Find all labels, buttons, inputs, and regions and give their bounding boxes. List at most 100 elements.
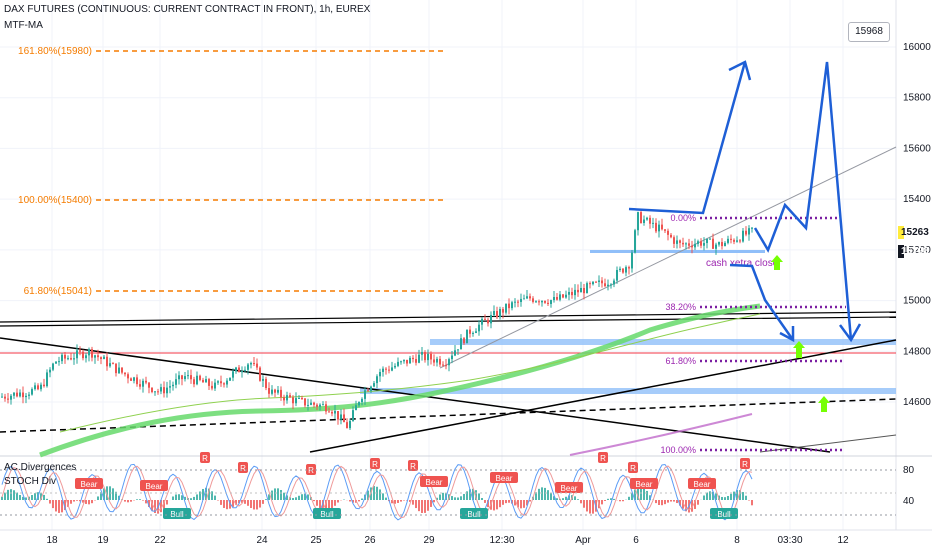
candle-body [196, 375, 198, 385]
osc-bar [394, 500, 396, 504]
osc-bar [385, 497, 387, 500]
candle-body [340, 414, 342, 420]
candle-body [517, 301, 519, 303]
candle-body [604, 283, 606, 287]
osc-bar [274, 488, 276, 500]
candle-body [190, 375, 192, 380]
osc-bar [685, 500, 687, 512]
indicator-label[interactable]: MTF-MA [4, 20, 43, 31]
osc-bar [562, 498, 564, 500]
candle-body [49, 369, 51, 373]
osc-bar [424, 500, 426, 513]
candle-body [166, 387, 168, 394]
candle-body [559, 294, 561, 300]
candle-body [376, 376, 378, 384]
osc-signal-label: R [408, 460, 418, 471]
osc-title-stoch[interactable]: STOCH Div [4, 476, 57, 487]
trendline-grey-lower[interactable] [759, 434, 897, 453]
candle-body [22, 392, 24, 398]
candle-body [547, 302, 549, 304]
price-tick: 15000 [903, 296, 931, 307]
candle-body [700, 241, 702, 246]
svg-text:Bull: Bull [320, 510, 334, 519]
candle-body [391, 367, 393, 371]
osc-bar [226, 500, 228, 510]
candle-body [667, 230, 669, 235]
candle-body [418, 354, 420, 363]
osc-bar [298, 495, 300, 500]
candle-body [136, 377, 138, 385]
osc-bar [691, 500, 693, 512]
projection-paths[interactable] [628, 60, 862, 343]
candle-body [289, 395, 291, 398]
osc-bar [454, 497, 456, 500]
candle-body [307, 404, 309, 406]
resistance-zone[interactable] [590, 250, 765, 253]
candle-body [595, 281, 597, 283]
trendline-ascending[interactable] [309, 339, 897, 453]
candle-body [430, 353, 432, 360]
ma-thin-green[interactable] [59, 313, 761, 433]
osc-bar [64, 500, 66, 511]
osc-signal-label: Bear [688, 478, 716, 489]
time-axis[interactable]: 18 19 22 24 25 26 29 12:30 Apr 6 8 03:30 12 [46, 535, 849, 546]
candle-body [709, 238, 711, 240]
price-callout[interactable]: 15968 [848, 22, 890, 42]
candle-body [265, 378, 267, 389]
trendline-grey-channel[interactable] [439, 146, 897, 369]
osc-bar [568, 495, 570, 500]
osc-signal-label: Bull [710, 508, 738, 519]
osc-bar [655, 500, 657, 504]
candle-body [163, 387, 165, 394]
osc-bar [277, 488, 279, 500]
candle-body [118, 367, 120, 374]
osc-bar [286, 495, 288, 500]
osc-tick-40: 40 [903, 496, 915, 507]
candle-body [571, 291, 573, 296]
osc-bar [4, 492, 6, 500]
price-tick: 15200 [903, 245, 931, 256]
osc-bar [265, 499, 267, 500]
osc-bar [643, 487, 645, 500]
trendline-upper-2[interactable] [0, 316, 897, 327]
osc-bar [520, 500, 522, 509]
candle-body [199, 375, 201, 380]
osc-bar [91, 500, 93, 504]
candle-body [520, 298, 522, 302]
oscillator-pane[interactable]: Bear Bear Bear Bear Bear Bear Bear Bull Bull Bull… [1, 452, 753, 521]
osc-bar [661, 500, 663, 506]
trendline-upper-1[interactable] [0, 311, 897, 323]
support-zone-upper[interactable] [430, 339, 896, 345]
osc-title-ac[interactable]: AC.Divergences [4, 462, 77, 473]
osc-bar [88, 500, 90, 505]
candle-body [523, 298, 525, 300]
candle-body [268, 388, 270, 394]
candle-body [34, 385, 36, 390]
osc-bar [199, 491, 201, 500]
osc-bar [586, 500, 588, 512]
candle-body [181, 375, 183, 380]
candlestick-series[interactable] [1, 209, 753, 431]
time-tick: 8 [734, 535, 740, 546]
osc-bar [52, 500, 54, 509]
osc-bar [253, 500, 255, 510]
candle-body [115, 363, 117, 374]
osc-bar [745, 495, 747, 500]
candle-body [157, 391, 159, 393]
osc-bar [472, 488, 474, 500]
candle-body [565, 294, 567, 298]
price-axis[interactable]: 16000 15800 15600 15400 15200 15000 14800 14600 [903, 42, 931, 408]
ma-thick-green[interactable] [39, 303, 761, 458]
candle-body [424, 352, 426, 361]
osc-bar [25, 497, 27, 500]
symbol-title[interactable]: DAX FUTURES (CONTINUOUS: CURRENT CONTRAC… [4, 4, 371, 15]
candle-body [427, 353, 429, 361]
osc-bar [517, 500, 519, 508]
candle-body [682, 242, 684, 245]
time-tick: 22 [154, 535, 166, 546]
ma-purple[interactable] [569, 413, 753, 456]
candle-body [346, 422, 348, 429]
osc-bar [733, 491, 735, 500]
candle-body [661, 224, 663, 230]
